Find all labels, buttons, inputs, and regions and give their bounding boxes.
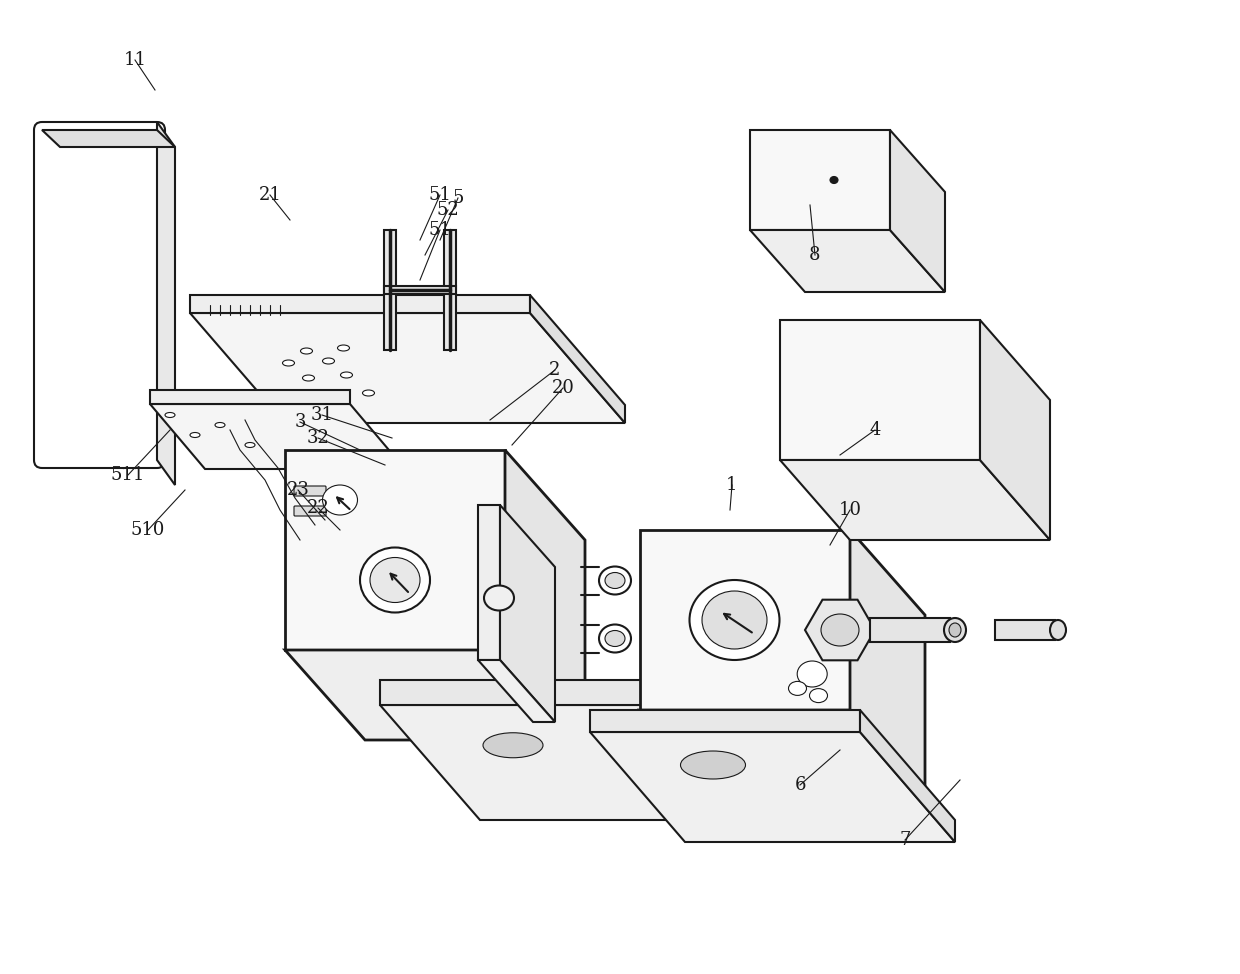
Ellipse shape [322, 485, 357, 515]
Text: 52: 52 [436, 201, 459, 219]
Text: 51: 51 [429, 221, 451, 239]
Text: 51: 51 [429, 186, 451, 204]
Ellipse shape [283, 360, 295, 366]
Polygon shape [384, 286, 456, 294]
Ellipse shape [337, 345, 350, 351]
Polygon shape [590, 732, 955, 842]
Ellipse shape [484, 732, 543, 758]
Ellipse shape [599, 624, 631, 653]
Polygon shape [780, 460, 1050, 540]
Polygon shape [42, 130, 175, 147]
Text: 7: 7 [899, 831, 910, 849]
Polygon shape [980, 320, 1050, 540]
Ellipse shape [944, 618, 966, 642]
Ellipse shape [362, 390, 374, 396]
Polygon shape [150, 390, 350, 404]
FancyBboxPatch shape [33, 122, 165, 468]
Polygon shape [477, 505, 500, 660]
Polygon shape [285, 650, 585, 740]
Ellipse shape [190, 432, 200, 437]
Polygon shape [379, 705, 760, 820]
Ellipse shape [681, 751, 745, 779]
Ellipse shape [246, 442, 255, 447]
Ellipse shape [830, 176, 838, 183]
Text: 511: 511 [110, 466, 145, 484]
Ellipse shape [300, 348, 312, 354]
Ellipse shape [797, 661, 827, 687]
Text: 5: 5 [453, 189, 464, 207]
Polygon shape [500, 505, 556, 722]
Polygon shape [190, 313, 625, 423]
Polygon shape [861, 710, 955, 842]
Polygon shape [994, 620, 1055, 640]
Ellipse shape [322, 358, 335, 364]
Text: 23: 23 [286, 481, 310, 499]
Ellipse shape [689, 580, 780, 660]
Ellipse shape [949, 623, 961, 637]
Ellipse shape [303, 375, 315, 381]
Ellipse shape [1050, 620, 1066, 640]
Text: 8: 8 [810, 246, 821, 264]
Ellipse shape [599, 567, 631, 594]
Text: 10: 10 [838, 501, 862, 519]
Text: 11: 11 [124, 51, 146, 69]
Text: 22: 22 [306, 499, 330, 517]
Ellipse shape [165, 413, 175, 418]
Ellipse shape [360, 547, 430, 613]
Text: 6: 6 [795, 776, 806, 794]
Polygon shape [285, 450, 505, 650]
Polygon shape [477, 660, 556, 722]
Ellipse shape [341, 372, 352, 378]
Polygon shape [505, 450, 585, 740]
Polygon shape [890, 130, 945, 292]
Polygon shape [870, 618, 950, 642]
Text: 510: 510 [130, 521, 165, 539]
Ellipse shape [810, 689, 827, 702]
FancyBboxPatch shape [294, 486, 326, 496]
Polygon shape [640, 530, 849, 710]
Polygon shape [640, 710, 925, 795]
Polygon shape [750, 230, 945, 292]
Polygon shape [750, 130, 890, 230]
Ellipse shape [821, 614, 859, 646]
Polygon shape [384, 230, 396, 350]
Text: 2: 2 [549, 361, 560, 379]
Text: 3: 3 [294, 413, 306, 431]
Ellipse shape [605, 630, 625, 647]
Ellipse shape [215, 423, 224, 428]
Text: 32: 32 [306, 429, 330, 447]
Ellipse shape [370, 557, 420, 603]
Text: 21: 21 [259, 186, 281, 204]
Ellipse shape [484, 585, 515, 611]
Text: 1: 1 [727, 476, 738, 494]
Ellipse shape [605, 573, 625, 588]
Polygon shape [444, 230, 456, 350]
Polygon shape [849, 530, 925, 795]
Polygon shape [590, 710, 861, 732]
Polygon shape [529, 295, 625, 423]
Polygon shape [379, 680, 660, 705]
Text: 20: 20 [552, 379, 574, 397]
Polygon shape [660, 680, 760, 820]
Polygon shape [190, 295, 529, 313]
Polygon shape [780, 320, 980, 460]
Polygon shape [157, 122, 175, 485]
FancyBboxPatch shape [294, 506, 326, 516]
Ellipse shape [789, 682, 806, 695]
Ellipse shape [702, 591, 768, 649]
Polygon shape [150, 404, 405, 469]
Text: 31: 31 [310, 406, 334, 424]
Text: 4: 4 [869, 421, 880, 439]
